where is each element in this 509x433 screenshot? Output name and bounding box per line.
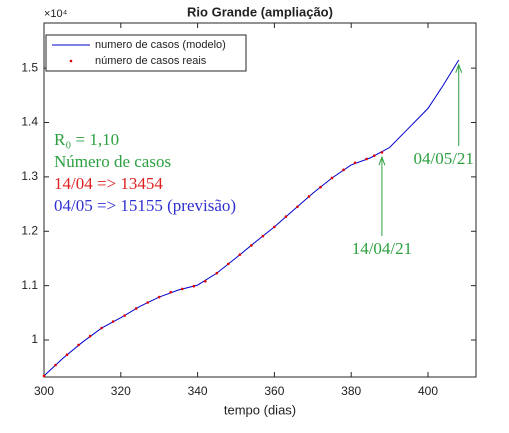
data-point: [227, 262, 230, 266]
data-point: [180, 287, 184, 291]
data-point: [54, 363, 57, 367]
data-point: [77, 343, 80, 347]
x-tick-label: 400: [418, 384, 438, 398]
data-point: [88, 334, 92, 338]
data-point: [365, 157, 368, 161]
arrow-head: [455, 63, 463, 73]
data-point: [330, 176, 334, 180]
y-tick-label: 1.5: [21, 60, 38, 74]
data-point: [238, 253, 242, 256]
legend-box: [45, 34, 247, 72]
y-tick-label: 1.1: [21, 278, 38, 292]
data-point: [100, 326, 103, 330]
x-tick-label: 340: [188, 384, 208, 398]
data-point: [111, 320, 115, 323]
y-tick-label: 1.3: [21, 169, 38, 183]
x-tick-label: 320: [111, 384, 131, 398]
data-point: [157, 295, 161, 299]
chart-title: Rio Grande (ampliação): [187, 4, 333, 19]
data-point: [134, 307, 138, 310]
legend-label: número de casos reais: [95, 55, 207, 67]
y-tick-label: 1.4: [21, 115, 38, 129]
data-point: [169, 290, 173, 294]
data-point: [123, 314, 126, 317]
data-point: [353, 161, 357, 165]
data-point: [250, 244, 253, 247]
data-point: [319, 185, 322, 189]
arrow-label: 04/05/21: [413, 149, 473, 168]
data-point: [307, 195, 311, 198]
annotation: Número de casos: [54, 152, 171, 171]
data-point: [342, 168, 345, 172]
y-multiplier: ×10⁴: [44, 8, 68, 20]
x-tick-label: 380: [341, 384, 361, 398]
data-point: [42, 374, 46, 378]
data-point: [261, 234, 265, 238]
plot-frame: [43, 22, 477, 378]
annotation: 14/04 => 13454: [54, 174, 163, 193]
data-point: [146, 301, 149, 304]
data-point: [372, 154, 376, 157]
x-tick-label: 360: [264, 384, 284, 398]
x-tick-label: 300: [34, 384, 54, 398]
x-axis-label: tempo (dias): [224, 402, 296, 417]
data-point: [203, 279, 207, 283]
data-point: [215, 271, 219, 275]
y-tick-label: 1.2: [21, 223, 38, 237]
data-point: [65, 353, 69, 357]
legend-swatch: [69, 59, 73, 63]
data-point: [192, 284, 196, 288]
data-point: [284, 215, 288, 218]
y-tick-label: 1: [31, 332, 38, 346]
model-line: [43, 59, 460, 377]
legend-label: numero de casos (modelo): [95, 39, 226, 51]
arrow-head: [378, 155, 386, 166]
data-point: [296, 205, 299, 209]
annotation: 04/05 => 15155 (previsão): [54, 196, 236, 215]
data-point: [273, 225, 276, 229]
annotation: R₀ = 1,10: [54, 130, 119, 149]
arrow-label: 14/04/21: [352, 239, 412, 258]
data-point: [380, 151, 384, 154]
